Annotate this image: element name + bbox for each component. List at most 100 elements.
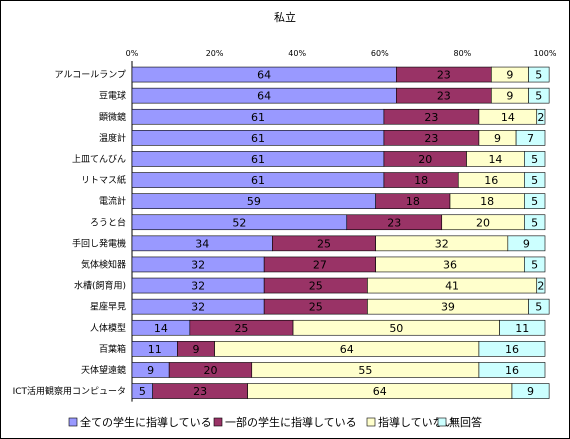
legend-label: 無回答 — [449, 415, 482, 429]
data-label: 61 — [251, 153, 265, 166]
legend-label: 全ての学生に指導している — [80, 415, 212, 429]
data-label: 9 — [506, 69, 513, 82]
data-label: 5 — [531, 174, 538, 187]
bar-segment — [524, 214, 546, 231]
category-label: 百葉箱 — [99, 343, 126, 355]
x-tick-label: 20% — [206, 49, 224, 58]
data-label: 32 — [191, 280, 205, 293]
data-label: 20 — [476, 216, 490, 229]
legend-swatch — [213, 417, 223, 427]
x-tick-label: 40% — [288, 49, 306, 58]
bar-segment — [528, 66, 550, 83]
bar-segment — [515, 130, 546, 146]
category-label: 手回し発電機 — [72, 237, 126, 249]
data-label: 23 — [437, 90, 451, 103]
data-label: 32 — [191, 258, 205, 271]
bar-segment — [528, 87, 550, 104]
data-label: 9 — [494, 132, 501, 145]
data-label: 64 — [257, 69, 271, 82]
data-label: 18 — [414, 174, 428, 187]
data-label: 5 — [531, 153, 538, 166]
data-label: 2 — [537, 280, 544, 293]
bar-segment — [478, 341, 546, 357]
data-label: 64 — [373, 385, 387, 398]
data-label: 5 — [531, 216, 538, 229]
x-axis-ticks: 0% 20% 40% 60% 80% 100% — [126, 49, 557, 58]
bar-segment — [524, 193, 546, 209]
data-label: 50 — [389, 322, 403, 335]
data-label: 14 — [488, 153, 502, 166]
chart-title: 私立 — [274, 10, 296, 24]
bar-segment — [524, 172, 546, 188]
data-label: 9 — [506, 90, 513, 103]
data-label: 18 — [480, 195, 494, 208]
data-label: 25 — [234, 322, 248, 335]
data-label: 9 — [193, 343, 200, 356]
data-label: 5 — [139, 385, 146, 398]
data-label: 18 — [406, 195, 420, 208]
bar-segment — [524, 256, 546, 273]
data-label: 61 — [251, 111, 265, 124]
data-label: 2 — [537, 111, 544, 124]
legend-label: 指導していない — [378, 415, 455, 429]
legend-swatch — [366, 417, 376, 427]
category-label: ろうと台 — [90, 216, 126, 228]
data-label: 5 — [535, 90, 542, 103]
category-label: 天体望遠鏡 — [81, 364, 126, 376]
data-label: 25 — [317, 237, 331, 250]
bar-segment — [511, 383, 550, 399]
category-label: ICT活用観察用コンピュータ — [13, 385, 126, 397]
bar-segment — [528, 298, 550, 315]
x-tick-label: 60% — [371, 49, 389, 58]
data-label: 39 — [441, 301, 455, 314]
data-label: 23 — [387, 216, 401, 229]
legend-swatch — [68, 417, 78, 427]
bar-segment — [536, 277, 546, 294]
data-label: 61 — [251, 132, 265, 145]
data-label: 9 — [147, 364, 154, 377]
data-label: 27 — [313, 258, 327, 271]
data-label: 25 — [309, 280, 323, 293]
data-label: 23 — [193, 385, 207, 398]
x-tick-label: 80% — [454, 49, 472, 58]
data-label: 16 — [505, 364, 519, 377]
x-tick-label: 0% — [126, 49, 139, 58]
data-label: 34 — [195, 237, 209, 250]
data-label: 14 — [501, 111, 515, 124]
bar-segment — [536, 108, 546, 125]
data-label: 9 — [523, 237, 530, 250]
data-label: 64 — [340, 343, 354, 356]
data-label: 25 — [309, 301, 323, 314]
data-label: 9 — [527, 385, 534, 398]
category-label: 温度計 — [99, 132, 126, 144]
legend-label: 一部の学生に指導している — [225, 415, 357, 429]
category-label: 上皿てんびん — [72, 154, 126, 165]
category-label: 電流計 — [99, 195, 126, 207]
category-label: アルコールランプ — [55, 70, 126, 81]
data-label: 61 — [251, 174, 265, 187]
category-label: 人体模型 — [90, 322, 126, 334]
legend-swatch — [437, 417, 447, 427]
data-label: 41 — [445, 280, 459, 293]
data-label: 14 — [154, 322, 168, 335]
data-label: 5 — [535, 69, 542, 82]
bar-segment — [499, 319, 546, 336]
category-label: 豆電球 — [99, 90, 126, 102]
data-label: 5 — [535, 301, 542, 314]
data-label: 7 — [527, 132, 534, 145]
category-label: 星座早見 — [90, 301, 126, 313]
category-label: 水槽(飼育用) — [74, 280, 126, 292]
data-label: 59 — [247, 195, 261, 208]
data-label: 11 — [515, 322, 529, 335]
data-label: 23 — [424, 111, 438, 124]
data-label: 5 — [531, 195, 538, 208]
data-label: 16 — [484, 174, 498, 187]
bar-segment — [478, 362, 546, 378]
data-label: 36 — [443, 258, 457, 271]
data-label: 16 — [505, 343, 519, 356]
data-label: 11 — [148, 343, 162, 356]
data-label: 64 — [257, 90, 271, 103]
data-label: 20 — [418, 153, 432, 166]
data-label: 32 — [191, 301, 205, 314]
